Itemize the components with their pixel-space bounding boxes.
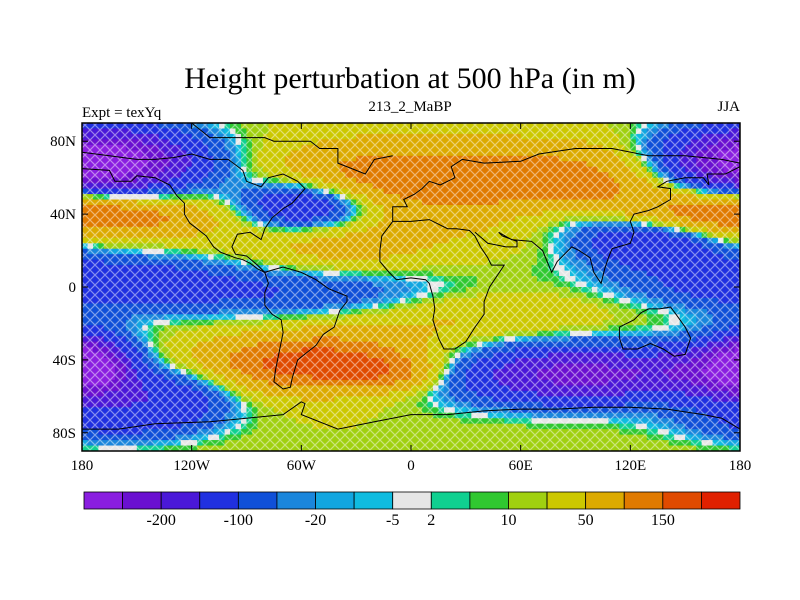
subtitle-left: Expt = texYq [82, 105, 162, 121]
height-field-map [82, 123, 740, 451]
chart-title: Height perturbation at 500 hPa (in m) [184, 62, 636, 95]
subtitle-right: JJA [717, 99, 740, 115]
subtitle-center: 213_2_MaBP [368, 99, 451, 115]
